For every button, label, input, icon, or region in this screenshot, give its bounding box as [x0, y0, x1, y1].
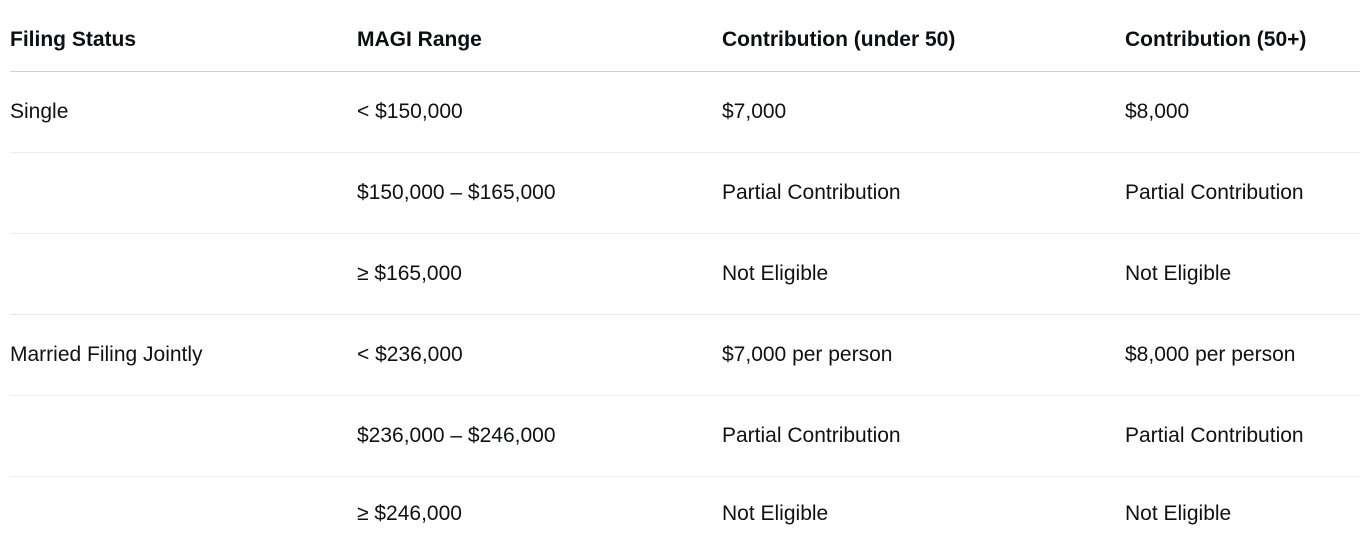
ira-contribution-limits-table: Filing Status MAGI Range Contribution (u… — [10, 0, 1360, 542]
cell-contribution-50-plus: Partial Contribution — [1125, 152, 1360, 234]
cell-contribution-50-plus: Not Eligible — [1125, 502, 1232, 525]
cell-contribution-under-50: $7,000 — [722, 71, 1125, 153]
header-row: Filing Status MAGI Range Contribution (u… — [10, 0, 1360, 72]
cell-filing-status: Married Filing Jointly — [10, 314, 357, 396]
table-row: ≥ $165,000 Not Eligible Not Eligible — [10, 233, 1360, 315]
column-header-contribution-50-plus: Contribution (50+) — [1125, 0, 1360, 72]
table-row: $150,000 – $165,000 Partial Contribution P… — [10, 152, 1360, 234]
table-body: Single < $150,000 $7,000 $8,000 $150,000 – $… — [10, 71, 1360, 542]
cell-magi-range: ≥ $246,000 — [357, 502, 462, 525]
cell-filing-status — [10, 395, 357, 477]
cell-contribution-50-plus: $8,000 per person — [1125, 314, 1360, 396]
table-row: $236,000 – $246,000 Partial Contribution P… — [10, 395, 1360, 477]
column-header-filing-status: Filing Status — [10, 0, 357, 72]
column-header-magi-range: MAGI Range — [357, 0, 722, 72]
cell-magi-range: $150,000 – $165,000 — [357, 152, 722, 234]
cell-contribution-under-50: Partial Contribution — [722, 395, 1125, 477]
cell-contribution-under-50: Not Eligible — [722, 502, 829, 525]
table-header: Filing Status MAGI Range Contribution (u… — [10, 0, 1360, 72]
cell-filing-status: Single — [10, 71, 357, 153]
cell-filing-status — [10, 477, 357, 542]
column-header-contribution-under-50: Contribution (under 50) — [722, 0, 1125, 72]
cell-contribution-under-50: Not Eligible — [722, 233, 1125, 315]
table-row: Married Filing Jointly < $236,000 $7,000 p… — [10, 314, 1360, 396]
cell-contribution-50-plus: Partial Contribution — [1125, 395, 1360, 477]
cell-magi-range: < $236,000 — [357, 314, 722, 396]
cell-magi-range: $236,000 – $246,000 — [357, 395, 722, 477]
cell-contribution-50-plus: $8,000 — [1125, 71, 1360, 153]
cell-magi-range: ≥ $165,000 — [357, 233, 722, 315]
cell-contribution-under-50: $7,000 per person — [722, 314, 1125, 396]
cell-filing-status — [10, 152, 357, 234]
table-row: ≥ $246,000 Not Eligible Not Eligible — [10, 477, 1360, 542]
cell-filing-status — [10, 233, 357, 315]
cell-contribution-under-50: Partial Contribution — [722, 152, 1125, 234]
table-row: Single < $150,000 $7,000 $8,000 — [10, 71, 1360, 153]
cell-magi-range: < $150,000 — [357, 71, 722, 153]
cell-contribution-50-plus: Not Eligible — [1125, 233, 1360, 315]
